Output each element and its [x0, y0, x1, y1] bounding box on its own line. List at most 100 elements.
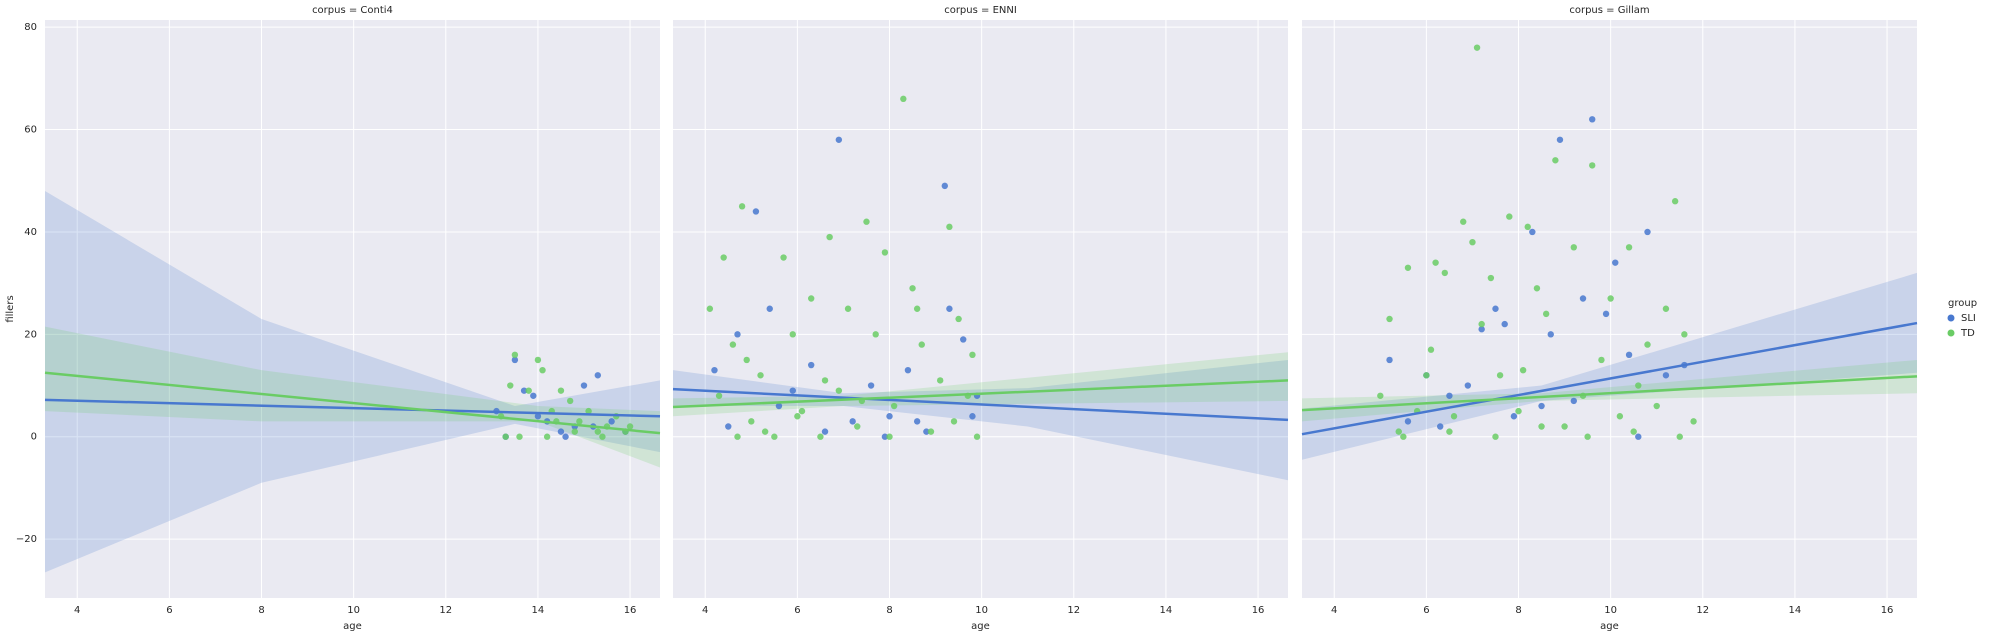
point	[789, 387, 796, 394]
point	[886, 413, 893, 420]
point	[1589, 162, 1596, 169]
point	[1386, 356, 1393, 364]
point	[530, 392, 537, 399]
point	[734, 331, 741, 338]
panel-title: corpus = Conti4	[312, 5, 393, 16]
point	[1506, 213, 1513, 220]
x-tick-label: 10	[1604, 605, 1617, 616]
point	[973, 433, 981, 440]
point	[1602, 310, 1610, 318]
point	[835, 136, 843, 143]
point	[1437, 423, 1444, 430]
point	[1616, 413, 1624, 420]
point	[863, 218, 870, 225]
point	[502, 433, 509, 440]
point	[1570, 397, 1577, 405]
point	[711, 366, 718, 374]
point	[557, 428, 565, 435]
point	[946, 223, 953, 231]
point	[608, 418, 615, 425]
x-tick-label: 16	[1881, 605, 1894, 616]
point	[562, 433, 569, 440]
x-tick-label: 14	[1789, 605, 1802, 616]
point	[594, 428, 602, 435]
point	[520, 387, 528, 394]
point	[946, 305, 953, 312]
x-tick-label: 14	[1160, 605, 1173, 616]
point	[955, 315, 962, 323]
point	[1386, 315, 1393, 323]
point	[844, 305, 852, 312]
legend-title: group	[1948, 298, 1977, 309]
point	[1625, 351, 1633, 359]
panel-title: corpus = ENNI	[944, 5, 1017, 16]
point	[511, 356, 519, 364]
point	[1681, 331, 1688, 338]
point	[969, 351, 976, 359]
point	[1492, 305, 1499, 312]
y-tick-label: 0	[31, 432, 37, 443]
x-axis-label: age	[1600, 621, 1619, 632]
x-tick-label: 8	[258, 605, 264, 616]
x-tick-label: 12	[439, 605, 452, 616]
point	[775, 402, 783, 410]
x-tick-label: 4	[702, 605, 708, 616]
point	[854, 423, 861, 430]
panel-title: corpus = Gillam	[1569, 5, 1649, 16]
point	[835, 387, 843, 394]
point	[748, 418, 755, 425]
point	[904, 366, 912, 374]
point	[1584, 433, 1591, 440]
point	[1395, 428, 1402, 435]
point	[534, 413, 542, 420]
point	[1460, 218, 1467, 225]
legend-label: TD	[1960, 328, 1975, 339]
point	[808, 295, 815, 302]
x-tick-label: 16	[1252, 605, 1265, 616]
point	[525, 387, 532, 394]
legend-label: SLI	[1961, 313, 1976, 324]
point	[881, 249, 889, 256]
point	[511, 351, 519, 359]
point	[1579, 295, 1587, 302]
point	[817, 433, 824, 440]
point	[761, 428, 769, 435]
point	[580, 382, 588, 389]
confidence-band	[45, 190, 660, 573]
point	[1510, 413, 1518, 420]
point	[1478, 320, 1485, 328]
point	[798, 407, 806, 415]
point	[1570, 244, 1577, 251]
x-tick-label: 6	[1423, 605, 1429, 616]
point	[1377, 392, 1384, 399]
point	[794, 413, 801, 420]
point	[738, 203, 746, 210]
point	[969, 413, 976, 420]
point	[557, 387, 565, 394]
point	[1446, 392, 1453, 399]
point	[1607, 295, 1614, 302]
point	[1561, 423, 1568, 430]
point	[1404, 264, 1412, 271]
point	[923, 428, 930, 435]
point	[571, 428, 578, 435]
x-axis-label: age	[971, 621, 990, 632]
point	[808, 361, 815, 369]
point	[1662, 372, 1670, 379]
point	[1487, 274, 1495, 282]
point	[1441, 269, 1449, 277]
point	[1423, 372, 1430, 379]
point	[1612, 259, 1619, 266]
y-tick-label: 60	[24, 125, 37, 136]
point	[913, 418, 921, 425]
point	[507, 382, 514, 389]
point	[594, 372, 602, 379]
point	[918, 341, 925, 348]
point	[743, 356, 750, 364]
point	[626, 423, 634, 430]
y-tick-label: 20	[24, 329, 37, 340]
x-tick-label: 12	[1067, 605, 1080, 616]
x-tick-label: 4	[74, 605, 80, 616]
point	[543, 433, 551, 440]
x-tick-label: 6	[794, 605, 800, 616]
